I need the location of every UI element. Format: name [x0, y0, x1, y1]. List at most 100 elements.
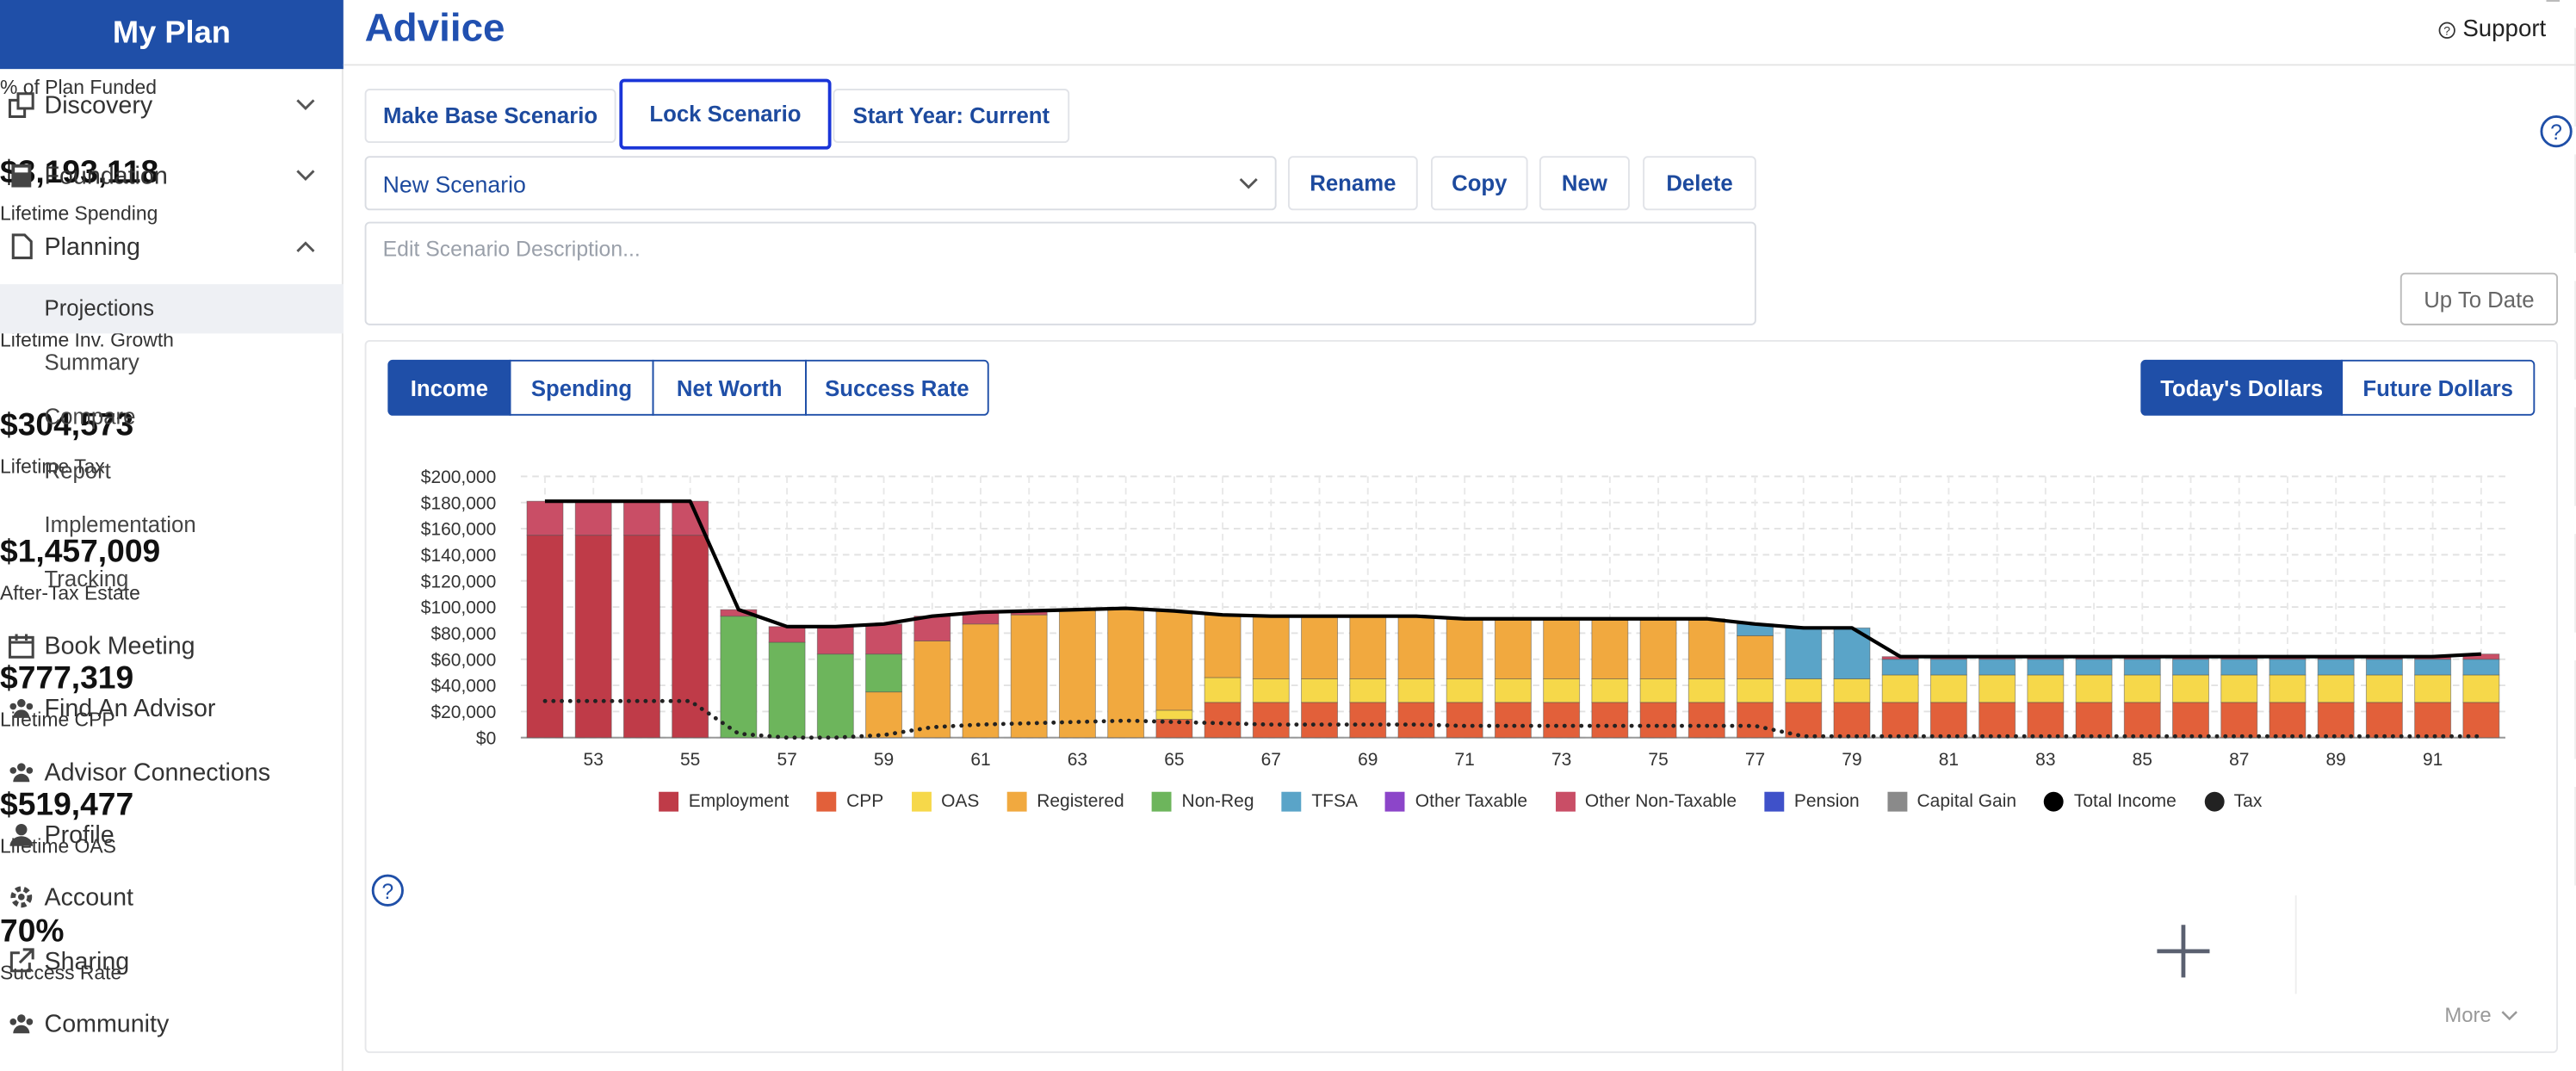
bar-segment: [1978, 702, 2016, 739]
x-tick-label: 85: [2133, 750, 2152, 770]
kpi-minus: [2546, 0, 2560, 2]
description-input[interactable]: Edit Scenario Description...: [364, 221, 1756, 325]
x-tick-label: 69: [1358, 750, 1378, 770]
bar-segment: [1349, 678, 1387, 703]
nav-item[interactable]: Foundation: [0, 152, 344, 201]
sub-nav-item[interactable]: Implementation: [44, 512, 196, 537]
bar-segment: [1349, 702, 1387, 739]
tab[interactable]: Future Dollars: [2341, 359, 2536, 416]
bar-segment: [1687, 702, 1725, 739]
bar-segment: [2462, 674, 2500, 703]
bar-segment: [1543, 618, 1581, 679]
x-tick-label: 89: [2326, 750, 2346, 770]
button[interactable]: Start Year: Current: [833, 89, 1070, 144]
chevron: [296, 99, 315, 110]
bar-segment: [2075, 674, 2113, 703]
bar-segment: [1833, 702, 1871, 739]
bar-segment: [2317, 674, 2355, 703]
scenario-select[interactable]: New Scenario: [364, 156, 1277, 211]
tab[interactable]: Today's Dollars: [2140, 359, 2344, 416]
bar-segment: [1301, 702, 1338, 739]
bar-segment: [2220, 702, 2258, 739]
bar-segment: [2269, 659, 2307, 676]
more-toggle[interactable]: More: [2444, 1004, 2519, 1027]
sub-nav-item[interactable]: Report: [44, 458, 111, 483]
bar-segment: [1785, 627, 1823, 679]
tab[interactable]: Success Rate: [804, 359, 989, 416]
button[interactable]: Make Base Scenario: [364, 89, 616, 144]
nav-item[interactable]: Book Meeting: [0, 621, 344, 670]
legend-swatch: [1385, 791, 1406, 812]
chevron: [1239, 177, 1258, 189]
bar-segment: [2123, 674, 2161, 703]
bar-segment: [1785, 678, 1823, 703]
legend: Employment CPP OAS Registered Non-Reg TFSA Oth…: [365, 791, 2556, 812]
bar-segment: [526, 500, 564, 536]
button[interactable]: New: [1539, 156, 1630, 211]
bar-segment: [2365, 702, 2403, 739]
nav-label: Discovery: [44, 90, 153, 120]
add-metric[interactable]: [2154, 921, 2214, 981]
y-tick-label: $160,000: [421, 520, 496, 540]
bar-segment: [1785, 702, 1823, 739]
bar-segment: [1397, 616, 1435, 679]
button[interactable]: Copy: [1431, 156, 1528, 211]
y-tick-label: $180,000: [421, 493, 496, 513]
x-tick-label: 75: [1648, 750, 1668, 770]
bar-segment: [2414, 659, 2452, 676]
bar-segment: [1494, 618, 1532, 679]
sub-nav-item[interactable]: Tracking: [44, 566, 129, 591]
bar-segment: [1687, 618, 1725, 679]
bar-segment: [1881, 659, 1919, 676]
help-icon[interactable]: ?: [371, 874, 404, 907]
bar-segment: [1639, 618, 1677, 679]
nav-label: Find An Advisor: [44, 694, 216, 722]
nav-item[interactable]: Advisor Connections: [0, 747, 344, 796]
bar-segment: [1397, 702, 1435, 739]
sub-nav-item[interactable]: Compare: [44, 404, 136, 430]
button[interactable]: Rename: [1287, 156, 1418, 211]
kpi-label: Lifetime Spending: [0, 201, 158, 226]
button[interactable]: Delete: [1643, 156, 1756, 211]
button[interactable]: Lock Scenario: [619, 78, 832, 150]
bar-segment: [913, 641, 951, 739]
sub-nav-item[interactable]: Projections: [0, 284, 344, 334]
bar-segment: [1639, 702, 1677, 739]
support-link[interactable]: ? Support: [2438, 16, 2546, 43]
y-tick-label: $20,000: [430, 703, 496, 722]
bar-segment: [2027, 659, 2065, 676]
kpi-label: After-Tax Estate: [0, 581, 140, 605]
bar-segment: [672, 535, 709, 739]
legend-item: Employment: [659, 791, 790, 812]
legend-item: Registered: [1006, 791, 1124, 812]
help-icon[interactable]: ?: [2540, 115, 2573, 148]
x-tick-label: 65: [1164, 750, 1184, 770]
bar-segment: [768, 641, 806, 739]
bar-segment: [2172, 659, 2209, 676]
sub-nav-item[interactable]: Summary: [44, 350, 139, 375]
y-tick-label: $100,000: [421, 598, 496, 618]
nav-item[interactable]: Planning: [0, 222, 344, 271]
legend-label: OAS: [941, 791, 980, 812]
legend-label: Employment: [688, 791, 790, 812]
legend-item: Other Taxable: [1385, 791, 1527, 812]
bar-segment: [1058, 609, 1096, 739]
nav-item[interactable]: Sharing: [0, 937, 344, 986]
bar-segment: [1204, 614, 1242, 678]
bar-segment: [1737, 678, 1774, 703]
nav-item[interactable]: Account: [0, 872, 344, 921]
nav-item[interactable]: Discovery: [0, 80, 344, 129]
brand[interactable]: My Plan: [0, 0, 344, 70]
nav-item[interactable]: Profile: [0, 810, 344, 859]
nav-item[interactable]: Community: [0, 999, 344, 1048]
bar-segment: [1929, 702, 1967, 739]
status-button[interactable]: Up To Date: [2400, 272, 2559, 325]
nav-item[interactable]: Find An Advisor: [0, 684, 344, 733]
chart-card: [364, 339, 2559, 1054]
kpi: $304,573 Lifetime Tax: [0, 0, 2576, 506]
bar-segment: [1543, 702, 1581, 739]
bar-segment: [1446, 678, 1483, 703]
tab[interactable]: Income: [387, 359, 511, 416]
kpi-label: Success Rate: [0, 961, 122, 984]
tab[interactable]: Net Worth: [652, 359, 807, 416]
